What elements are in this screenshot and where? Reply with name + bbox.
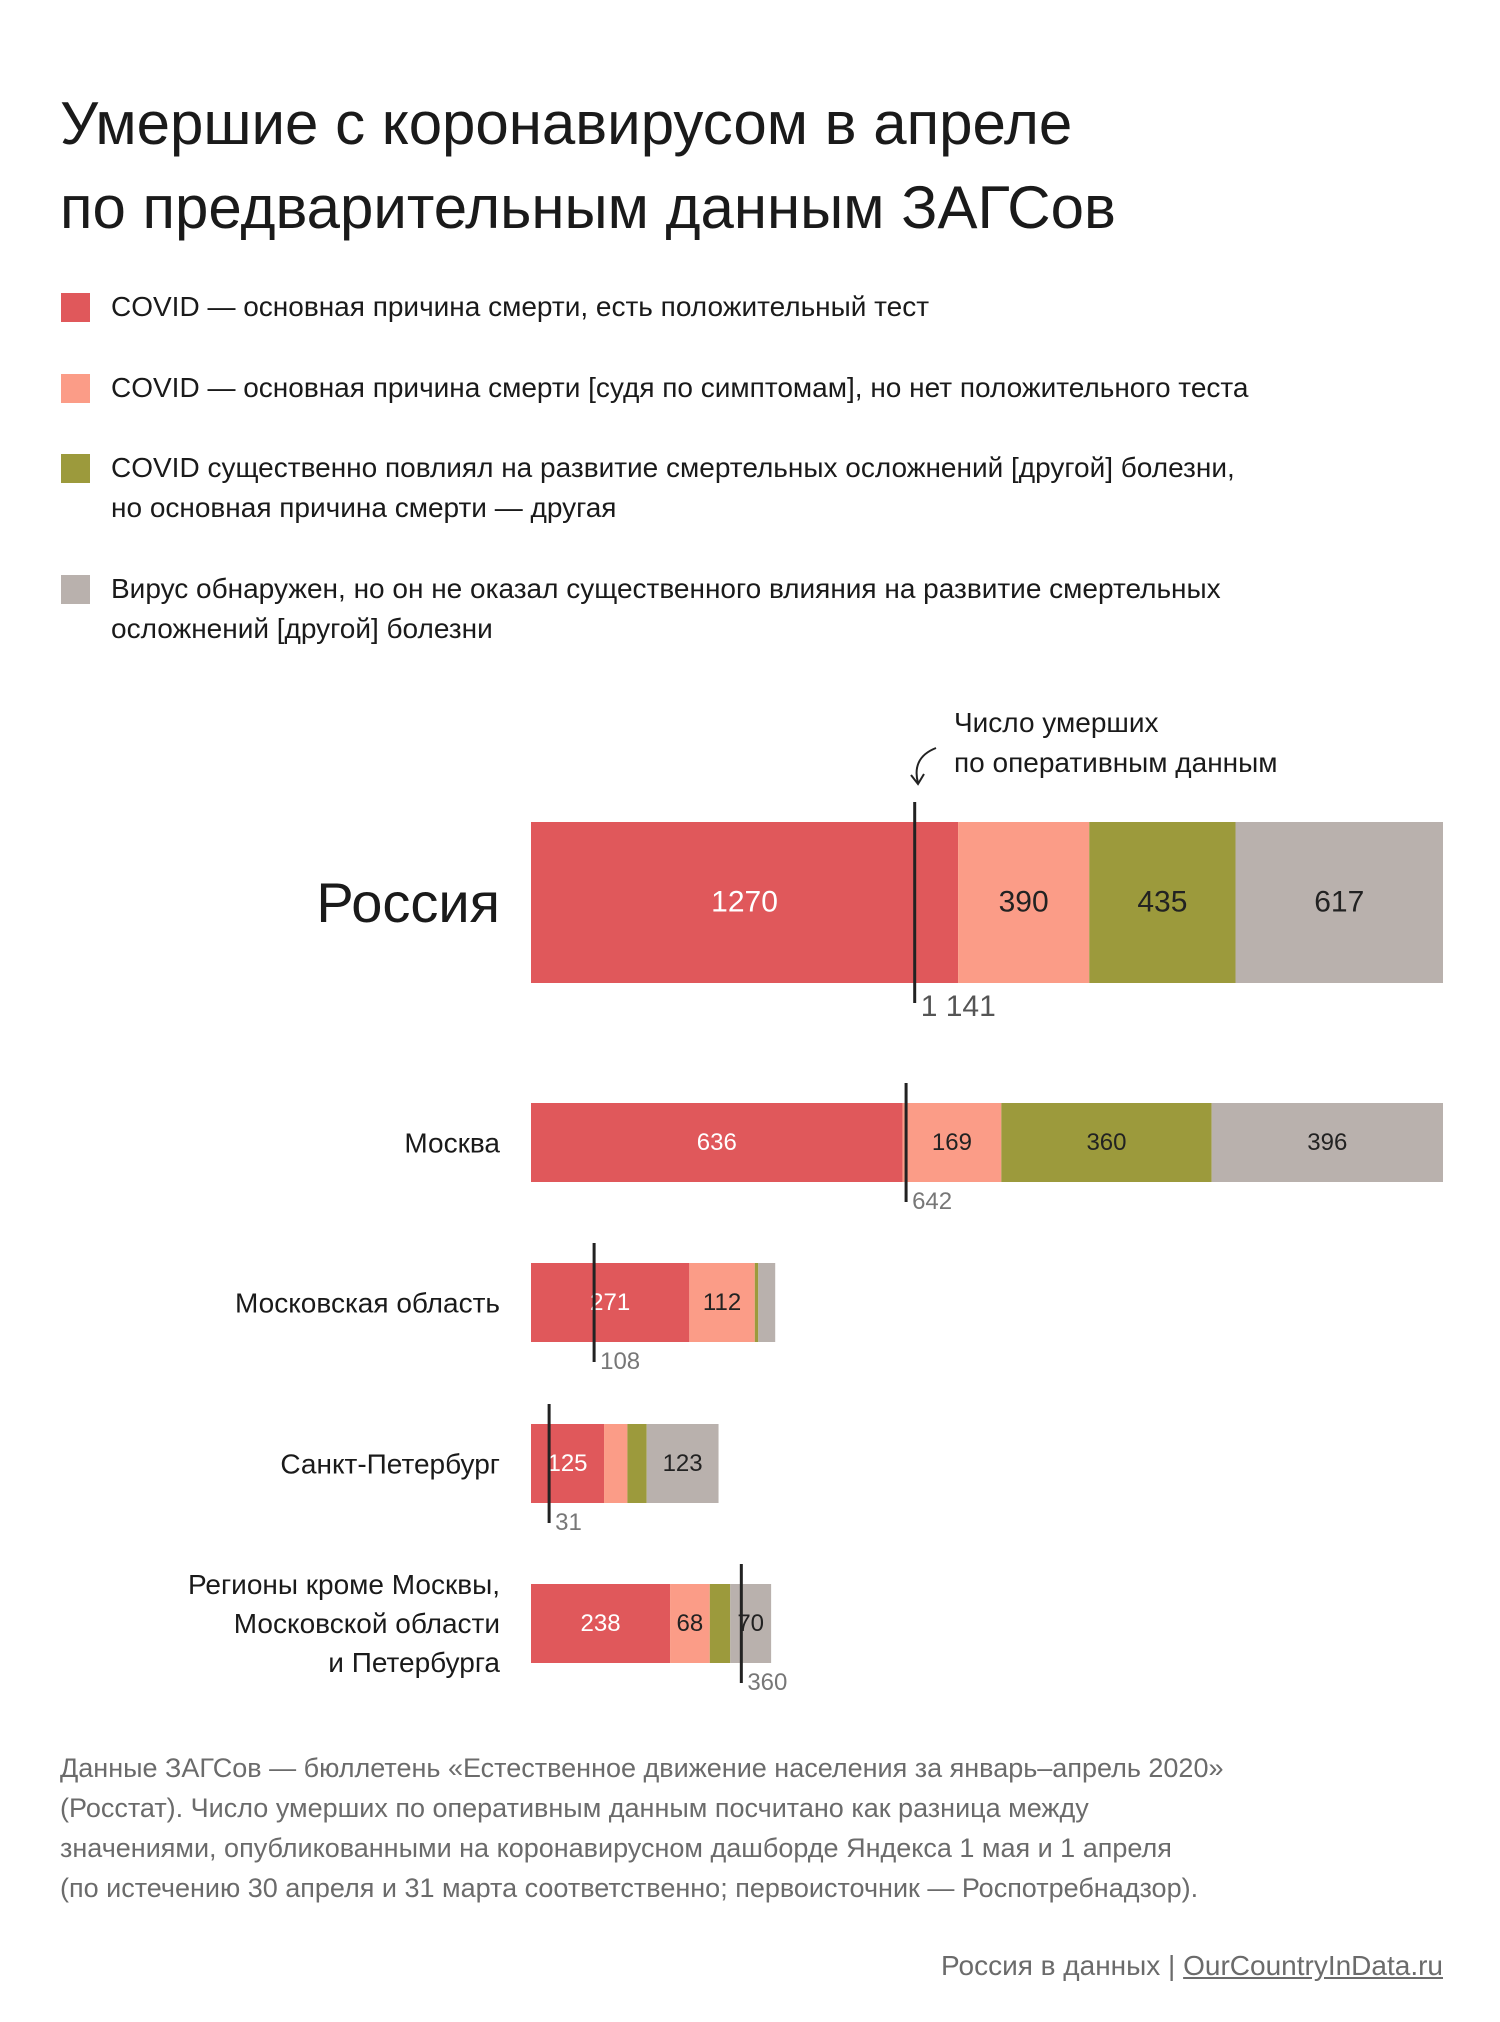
value-label: 238 <box>581 1610 621 1637</box>
legend-swatch <box>61 293 90 322</box>
value-label: 617 <box>1314 885 1364 918</box>
title: Умершие с коронавирусом в апреле по пред… <box>60 90 1116 241</box>
legend-label: COVID существенно повлиял на развитие см… <box>111 452 1235 523</box>
value-label: 112 <box>703 1289 741 1316</box>
value-label: 360 <box>1086 1129 1126 1156</box>
bar-segment <box>689 1263 755 1342</box>
bar-segment <box>531 1424 605 1503</box>
credit: Россия в данных | OurCountryInData.ru <box>941 1950 1443 1982</box>
reference-label: 31 <box>555 1509 582 1536</box>
value-label: 68 <box>677 1610 704 1637</box>
value-label: 1270 <box>711 885 778 918</box>
value-label: 271 <box>590 1289 630 1316</box>
reference-label: 642 <box>912 1188 952 1215</box>
footnote: Данные ЗАГСов — бюллетень «Естественное … <box>60 1753 1224 1903</box>
category-label: Московская область <box>235 1286 500 1318</box>
legend-swatch <box>61 374 90 403</box>
value-label: 390 <box>999 885 1049 918</box>
bar-segment <box>730 1584 772 1663</box>
bar-segment <box>531 822 959 983</box>
reference-label: 1 141 <box>921 990 996 1023</box>
bar-segment <box>1235 822 1443 983</box>
value-label: 125 <box>547 1450 587 1477</box>
category-label: Санкт-Петербург <box>280 1447 500 1479</box>
bar-segment <box>754 1263 759 1342</box>
reference-label: 360 <box>747 1669 787 1696</box>
annotation: Число умерших по оперативным данным <box>954 707 1278 778</box>
value-label: 435 <box>1137 885 1187 918</box>
bar-segment <box>902 1103 1002 1182</box>
bar-segment <box>627 1424 647 1503</box>
legend-label: COVID — основная причина смерти [судя по… <box>111 372 1249 403</box>
bar-segment <box>646 1424 719 1503</box>
bar-segment <box>1001 1103 1212 1182</box>
value-label: 396 <box>1307 1129 1347 1156</box>
credit-separator: | <box>1168 1950 1176 1981</box>
bar-segment <box>531 1263 690 1342</box>
bar-segment <box>604 1424 628 1503</box>
bar-segment <box>758 1263 776 1342</box>
legend-label: COVID — основная причина смерти, есть по… <box>111 291 930 322</box>
category-label: Москва <box>404 1126 500 1158</box>
value-label: 123 <box>663 1450 703 1477</box>
legend-swatch <box>61 575 90 604</box>
legend-swatch <box>61 454 90 483</box>
bar-segment <box>958 822 1090 983</box>
bar-segment <box>1211 1103 1443 1182</box>
credit-link[interactable]: OurCountryInData.ru <box>1183 1950 1443 1981</box>
bar-segment <box>531 1584 671 1663</box>
annotation-arrow <box>915 747 937 784</box>
category-label: Россия <box>316 870 500 934</box>
value-label: 636 <box>697 1129 737 1156</box>
bar-segment <box>709 1584 731 1663</box>
category-label: Регионы кроме Москвы, Московской области… <box>187 1568 500 1679</box>
reference-label: 108 <box>600 1348 640 1375</box>
bar-segment <box>531 1103 903 1182</box>
legend-label: Вирус обнаружен, но он не оказал существ… <box>111 573 1221 644</box>
credit-name: Россия в данных <box>941 1950 1161 1981</box>
bar-segment <box>670 1584 710 1663</box>
bar-segment <box>1089 822 1236 983</box>
annotation-arrowhead <box>910 773 925 786</box>
value-label: 169 <box>932 1129 972 1156</box>
